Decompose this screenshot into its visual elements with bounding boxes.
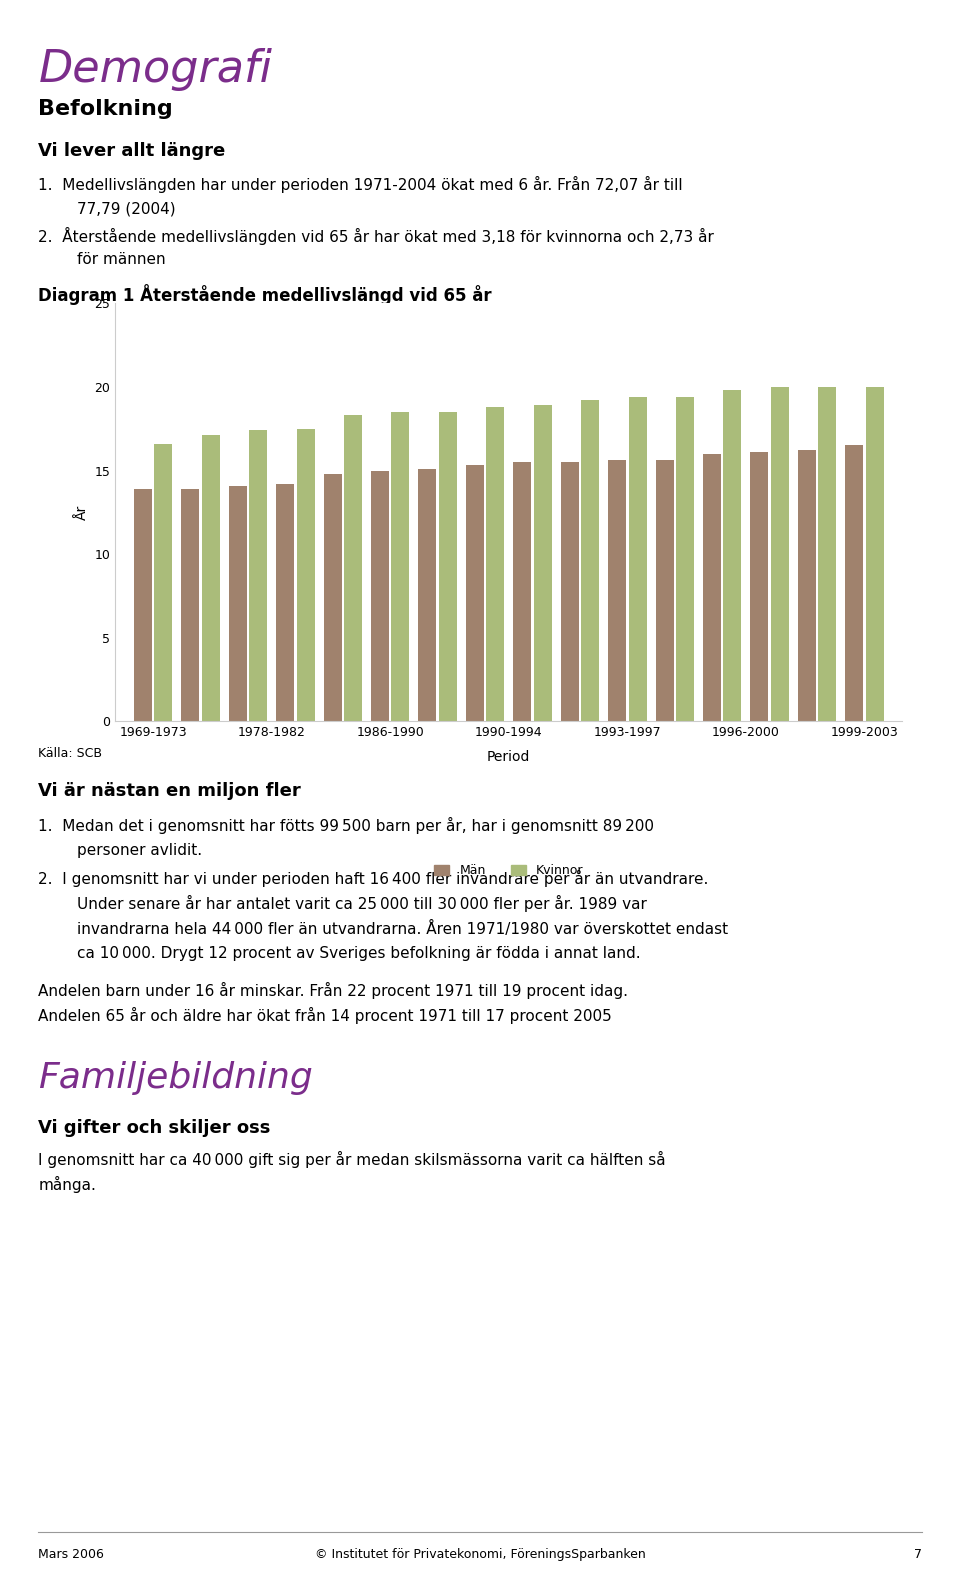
Text: Andelen barn under 16 år minskar. Från 22 procent 1971 till 19 procent idag.: Andelen barn under 16 år minskar. Från 2… xyxy=(38,982,629,999)
Bar xyxy=(324,474,342,721)
Text: 1.  Medellivslängden har under perioden 1971-2004 ökat med 6 år. Från 72,07 år t: 1. Medellivslängden har under perioden 1… xyxy=(38,176,683,193)
Bar xyxy=(629,397,647,721)
Text: Mars 2006: Mars 2006 xyxy=(38,1548,105,1561)
Text: Andelen 65 år och äldre har ökat från 14 procent 1971 till 17 procent 2005: Andelen 65 år och äldre har ökat från 14… xyxy=(38,1007,612,1025)
Bar xyxy=(534,405,552,721)
Bar xyxy=(845,445,863,721)
Bar xyxy=(134,488,152,721)
X-axis label: Period: Period xyxy=(487,750,531,764)
Text: 77,79 (2004): 77,79 (2004) xyxy=(77,201,176,215)
Text: I genomsnitt har ca 40 000 gift sig per år medan skilsmässorna varit ca hälften : I genomsnitt har ca 40 000 gift sig per … xyxy=(38,1151,666,1168)
Text: © Institutet för Privatekonomi, FöreningsSparbanken: © Institutet för Privatekonomi, Förening… xyxy=(315,1548,645,1561)
Bar xyxy=(581,401,599,721)
Bar xyxy=(250,431,267,721)
Text: Källa: SCB: Källa: SCB xyxy=(38,747,103,760)
Text: många.: många. xyxy=(38,1176,96,1194)
Y-axis label: År: År xyxy=(75,504,89,520)
Bar xyxy=(487,407,504,721)
Bar xyxy=(703,453,721,721)
Bar xyxy=(155,444,173,721)
Bar xyxy=(561,463,579,721)
Text: Vi är nästan en miljon fler: Vi är nästan en miljon fler xyxy=(38,782,301,800)
Text: 2.  I genomsnitt har vi under perioden haft 16 400 fler invandrare per år än utv: 2. I genomsnitt har vi under perioden ha… xyxy=(38,870,708,887)
Bar xyxy=(344,415,362,721)
Bar xyxy=(419,469,437,721)
Bar xyxy=(392,412,410,721)
Bar xyxy=(798,450,816,721)
Text: 1.  Medan det i genomsnitt har fötts 99 500 barn per år, har i genomsnitt 89 200: 1. Medan det i genomsnitt har fötts 99 5… xyxy=(38,817,655,835)
Bar xyxy=(676,397,694,721)
Bar xyxy=(771,386,789,721)
Bar xyxy=(751,452,768,721)
Bar xyxy=(276,484,294,721)
Bar xyxy=(514,463,531,721)
Text: Vi lever allt längre: Vi lever allt längre xyxy=(38,142,226,160)
Text: Befolkning: Befolkning xyxy=(38,99,173,120)
Bar xyxy=(608,461,626,721)
Text: för männen: för männen xyxy=(77,252,165,267)
Bar xyxy=(656,461,674,721)
Bar xyxy=(228,485,247,721)
Bar xyxy=(724,389,741,721)
Bar xyxy=(866,386,883,721)
Bar xyxy=(439,412,457,721)
Text: invandrarna hela 44 000 fler än utvandrarna. Åren 1971/1980 var överskottet enda: invandrarna hela 44 000 fler än utvandra… xyxy=(77,921,728,937)
Text: Familjebildning: Familjebildning xyxy=(38,1061,313,1095)
Bar xyxy=(466,466,484,721)
Bar xyxy=(181,488,200,721)
Text: Under senare år har antalet varit ca 25 000 till 30 000 fler per år. 1989 var: Under senare år har antalet varit ca 25 … xyxy=(77,895,647,913)
Bar xyxy=(297,429,315,721)
Text: ca 10 000. Drygt 12 procent av Sveriges befolkning är födda i annat land.: ca 10 000. Drygt 12 procent av Sveriges … xyxy=(77,946,640,961)
Text: Demografi: Demografi xyxy=(38,48,273,91)
Text: personer avlidit.: personer avlidit. xyxy=(77,843,202,857)
Text: 7: 7 xyxy=(914,1548,922,1561)
Bar xyxy=(818,386,836,721)
Text: Vi gifter och skiljer oss: Vi gifter och skiljer oss xyxy=(38,1119,271,1136)
Text: 2.  Återstående medellivslängden vid 65 år har ökat med 3,18 för kvinnorna och 2: 2. Återstående medellivslängden vid 65 å… xyxy=(38,227,714,244)
Text: Diagram 1 Återstående medellivslängd vid 65 år: Diagram 1 Återstående medellivslängd vid… xyxy=(38,284,492,305)
Bar xyxy=(202,436,220,721)
Legend: Män, Kvinnor: Män, Kvinnor xyxy=(429,859,588,883)
Bar xyxy=(371,471,389,721)
